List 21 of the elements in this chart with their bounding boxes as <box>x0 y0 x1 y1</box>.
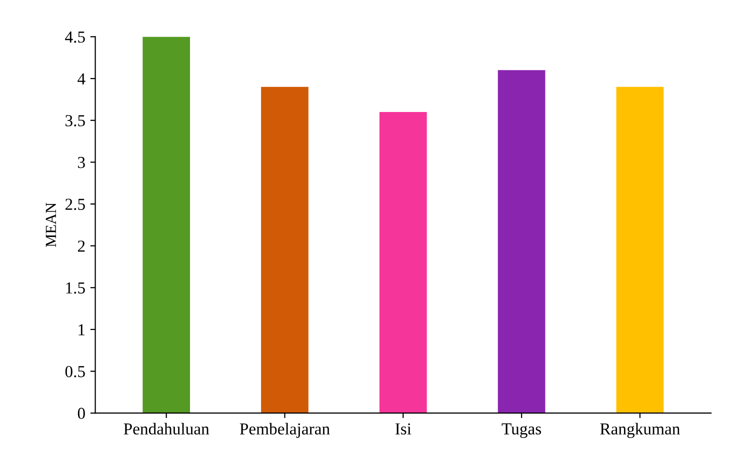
y-tick-label: 3.5 <box>66 115 85 126</box>
y-tick-label: 0.5 <box>65 366 85 378</box>
x-tick-label: Tugas <box>502 423 542 438</box>
x-tick-label: Pendahuluan <box>124 422 210 435</box>
x-tick-label: Pembelajaran <box>240 422 330 438</box>
bar <box>616 86 664 414</box>
bar <box>498 70 546 414</box>
y-tick-label: 0 <box>78 408 85 420</box>
bar <box>261 86 308 414</box>
bar <box>379 112 427 414</box>
y-tick-label: 3 <box>78 156 85 168</box>
y-tick-label: 1 <box>78 324 85 336</box>
y-tick-label: 4 <box>78 73 86 84</box>
x-tick-label: Rangkuman <box>600 422 680 438</box>
y-tick-label: 2.5 <box>65 198 85 210</box>
y-axis-title: MEAN <box>46 202 56 247</box>
bar <box>142 36 190 414</box>
y-tick-label: 1.5 <box>66 282 85 294</box>
x-tick-label: Isi <box>395 423 412 435</box>
y-tick-label: 4.5 <box>65 32 85 43</box>
y-tick-label: 2 <box>78 240 85 252</box>
